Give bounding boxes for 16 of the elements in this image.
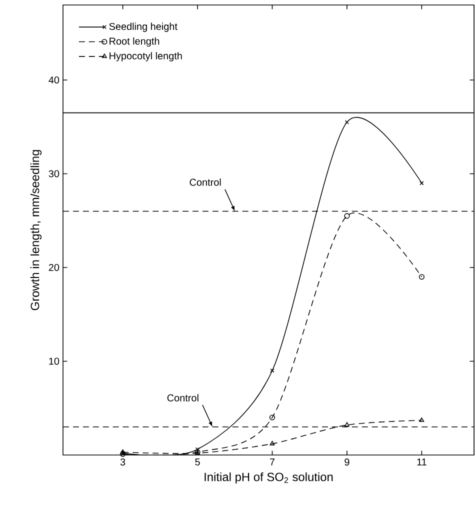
x-tick-label: 3 (120, 458, 126, 466)
y-tick-label: 40 (48, 76, 60, 84)
annotation: Control (167, 394, 198, 402)
x-tick-label: 7 (270, 458, 275, 466)
y-tick-label: 30 (48, 170, 60, 178)
y-axis-title: Growth in length, mm/seedling (30, 150, 42, 310)
x-tick-label: 5 (195, 458, 200, 466)
legend-label: Hypocotyl length (110, 52, 182, 62)
y-tick-label: 20 (48, 264, 60, 272)
x-tick-label: 9 (344, 458, 350, 466)
y-tick-label: 10 (49, 358, 60, 365)
legend-label: Root length (110, 37, 160, 47)
annotation: Control (190, 178, 221, 186)
x-tick-label: 11 (417, 458, 426, 466)
legend-label: Seedling height (109, 22, 178, 32)
x-axis-title: Initial pH of SO$_{2}$ solution (204, 472, 333, 484)
